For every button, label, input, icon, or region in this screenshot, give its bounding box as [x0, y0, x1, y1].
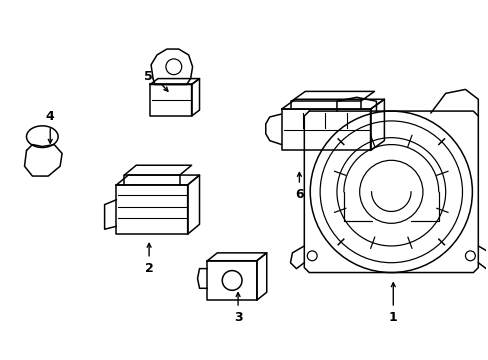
Text: 1: 1 — [388, 311, 397, 324]
Circle shape — [165, 59, 182, 75]
Text: 2: 2 — [144, 262, 153, 275]
Polygon shape — [281, 109, 370, 150]
Polygon shape — [207, 253, 266, 261]
Polygon shape — [207, 261, 256, 300]
Polygon shape — [116, 185, 187, 234]
Circle shape — [222, 271, 242, 290]
Text: 3: 3 — [233, 311, 242, 324]
Text: 4: 4 — [46, 109, 55, 122]
Text: 5: 5 — [143, 70, 152, 83]
Text: 6: 6 — [294, 188, 303, 201]
Polygon shape — [281, 99, 384, 109]
Polygon shape — [370, 99, 384, 150]
Polygon shape — [116, 175, 199, 185]
Polygon shape — [256, 253, 266, 300]
Polygon shape — [187, 175, 199, 234]
Polygon shape — [150, 85, 191, 116]
Polygon shape — [24, 145, 62, 176]
